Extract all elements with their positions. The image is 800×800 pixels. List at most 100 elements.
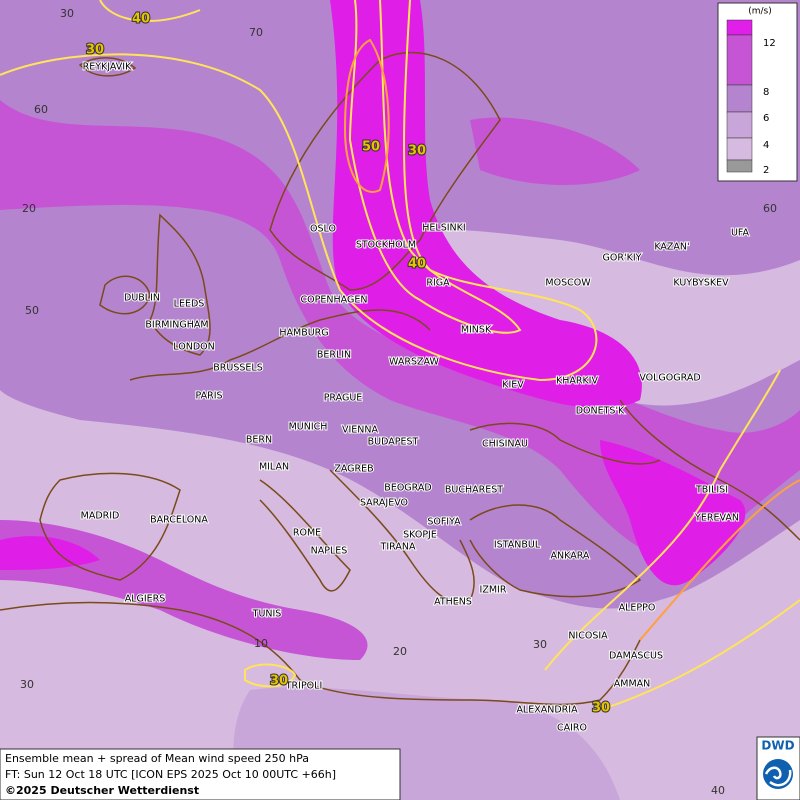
- city-label: GOR'KIY: [603, 253, 642, 264]
- legend-swatch: [726, 84, 753, 113]
- grid-label: 50: [25, 304, 39, 317]
- legend-level: 6: [763, 113, 769, 124]
- city-label: BUDAPEST: [368, 437, 419, 448]
- city-label: ALGIERS: [125, 594, 166, 605]
- city-label: KIEV: [502, 380, 524, 391]
- city-label: BERLIN: [317, 350, 351, 361]
- city-label: BARCELONA: [150, 515, 208, 526]
- city-label: TUNIS: [252, 609, 282, 620]
- city-label: SOFIYA: [427, 517, 461, 528]
- city-label: ALEXANDRIA: [516, 705, 578, 716]
- city-label: DUBLIN: [124, 293, 160, 304]
- city-label: COPENHAGEN: [301, 295, 368, 306]
- legend-level: 12: [763, 38, 776, 49]
- city-label: BUCHAREST: [445, 485, 503, 496]
- city-label: AMMAN: [614, 679, 651, 690]
- footer-title: Ensemble mean + spread of Mean wind spee…: [5, 752, 309, 765]
- city-label: MINSK: [461, 325, 492, 336]
- city-label: KAZAN': [654, 242, 689, 253]
- grid-label: 20: [22, 202, 36, 215]
- city-label: BRUSSELS: [213, 363, 262, 374]
- city-label: MILAN: [259, 462, 289, 473]
- legend-swatch: [726, 111, 753, 139]
- city-label: LEEDS: [174, 299, 205, 310]
- city-label: TIRANA: [380, 542, 416, 553]
- city-label: NAPLES: [311, 546, 348, 557]
- city-label: STOCKHOLM: [356, 240, 416, 251]
- city-label: OSLO: [310, 224, 336, 235]
- city-label: PARIS: [195, 391, 222, 402]
- contour-label: 50: [362, 140, 380, 155]
- city-label: ZAGREB: [334, 464, 373, 475]
- legend-swatch: [726, 19, 753, 36]
- city-label: YEREVAN: [694, 513, 739, 524]
- legend-swatch: [726, 159, 753, 173]
- city-label: IZMIR: [480, 585, 507, 596]
- city-label: DAMASCUS: [609, 651, 663, 662]
- contour-label: 30: [592, 701, 610, 716]
- city-label: PRAGUE: [324, 393, 363, 404]
- legend-level: 4: [763, 140, 769, 151]
- city-label: CHISINAU: [482, 439, 528, 450]
- contour-label: 30: [86, 43, 104, 58]
- grid-label: 60: [34, 103, 48, 116]
- city-label: MUNICH: [289, 422, 328, 433]
- contour-label: 30: [408, 144, 426, 159]
- city-label: HELSINKI: [422, 223, 465, 234]
- city-label: HAMBURG: [279, 328, 328, 339]
- contours: [0, 0, 800, 711]
- city-label: BEOGRAD: [384, 483, 431, 494]
- grid-label: 40: [711, 784, 725, 797]
- city-label: KUYBYSKEV: [673, 278, 729, 289]
- logo: DWD: [756, 736, 800, 800]
- city-label: ISTANBUL: [494, 540, 541, 551]
- city-label: ATHENS: [434, 597, 472, 608]
- grid-label: 30: [20, 678, 34, 691]
- contour-label: 30: [270, 674, 288, 689]
- grid-label: 10: [254, 637, 268, 650]
- city-label: TBILISI: [695, 485, 728, 496]
- legend-level: 2: [763, 165, 769, 176]
- city-label: UFA: [731, 228, 750, 239]
- city-label: RIGA: [426, 278, 450, 289]
- legend-unit: (m/s): [748, 7, 772, 17]
- city-label: NICOSIA: [568, 631, 608, 642]
- city-label: VOLGOGRAD: [639, 373, 700, 384]
- city-label: KHARKIV: [556, 376, 599, 387]
- legend-swatch: [726, 137, 753, 161]
- city-label: SKOPJE: [403, 530, 437, 541]
- grid-label: 30: [60, 7, 74, 20]
- city-label: SARAJEVO: [360, 498, 408, 509]
- city-label: CAIRO: [557, 723, 587, 734]
- city-label: REYKJAVIK: [83, 62, 132, 73]
- city-label: LONDON: [173, 342, 214, 353]
- footer: Ensemble mean + spread of Mean wind spee…: [0, 748, 401, 800]
- city-label: MOSCOW: [545, 278, 591, 289]
- labels: REYKJAVIK OSLO STOCKHOLM HELSINKI DUBLIN LEED…: [20, 7, 777, 797]
- city-label: ROME: [293, 528, 321, 539]
- legend-level: 8: [763, 87, 769, 98]
- contour-label: 40: [132, 12, 150, 27]
- grid-label: 20: [393, 645, 407, 658]
- grid-label: 30: [533, 638, 547, 651]
- logo-text: DWD: [761, 739, 794, 753]
- city-label: WARSZAW: [389, 357, 439, 368]
- city-label: BIRMINGHAM: [145, 320, 208, 331]
- grid-label: 60: [763, 202, 777, 215]
- footer-copyright: ©2025 Deutscher Wetterdienst: [5, 784, 199, 797]
- legend: (m/s) 2 4 6 8 12: [717, 2, 798, 182]
- city-label: MADRID: [81, 511, 120, 522]
- city-label: VIENNA: [342, 425, 379, 436]
- grid-label: 70: [249, 26, 263, 39]
- city-label: BERN: [246, 435, 272, 446]
- contour-label: 40: [408, 257, 426, 272]
- footer-forecast: FT: Sun 12 Oct 18 UTC [ICON EPS 2025 Oct…: [5, 768, 336, 781]
- city-label: DONETS'K: [576, 406, 625, 417]
- legend-swatch: [726, 34, 753, 86]
- city-label: ANKARA: [551, 551, 590, 562]
- city-label: TRIPOLI: [285, 681, 323, 692]
- city-label: ALEPPO: [619, 603, 656, 614]
